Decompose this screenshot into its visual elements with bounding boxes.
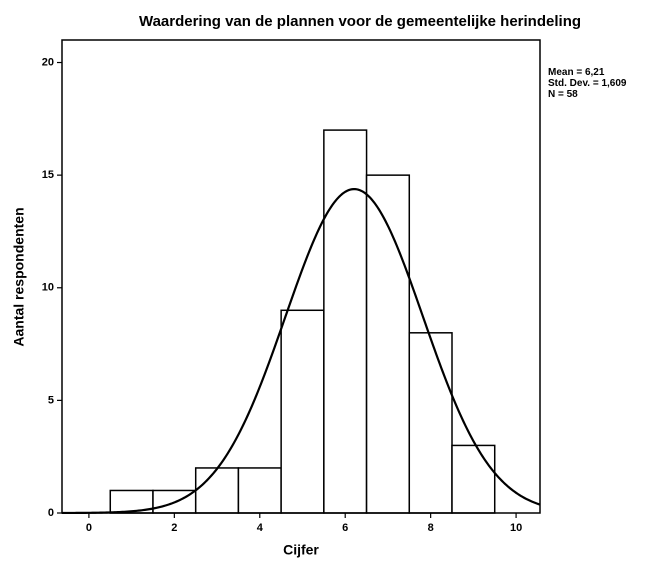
plot-frame <box>61 39 541 514</box>
normal-curve <box>62 187 541 515</box>
chart-title: Waardering van de plannen voor de gemeen… <box>139 13 581 30</box>
histogram-bar <box>280 309 325 514</box>
x-tick-label: 6 <box>342 522 348 534</box>
histogram-bar <box>323 129 368 514</box>
y-axis-label: Aantal respondenten <box>11 207 27 346</box>
y-tick-label: 15 <box>42 169 54 181</box>
stat-label: N = 58 <box>548 89 578 100</box>
x-tick-label: 10 <box>510 522 522 534</box>
histogram-bar <box>237 467 282 514</box>
x-tick-label: 4 <box>257 522 264 534</box>
histogram-bar <box>408 332 453 514</box>
y-tick-label: 10 <box>42 282 54 294</box>
x-tick-label: 8 <box>428 522 434 534</box>
x-tick-label: 0 <box>86 522 92 534</box>
y-tick-label: 5 <box>48 394 54 406</box>
y-tick-label: 0 <box>48 507 54 519</box>
x-tick-label: 2 <box>171 522 177 534</box>
stat-label: Mean = 6,21 <box>548 67 605 78</box>
x-axis-label: Cijfer <box>283 542 319 558</box>
histogram-bar <box>194 467 240 514</box>
histogram-bar <box>451 444 496 514</box>
stat-label: Std. Dev. = 1,609 <box>548 78 627 89</box>
y-tick-label: 20 <box>42 56 54 68</box>
